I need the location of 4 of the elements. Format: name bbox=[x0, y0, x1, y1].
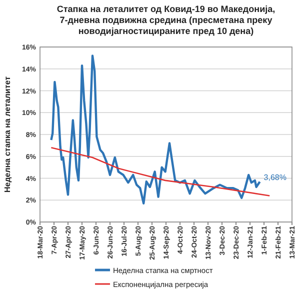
line-series bbox=[50, 54, 261, 205]
chart-title: Стапка на леталитет од Ковид-19 во Македонија, 7-дневна подвижна средина (пресметана преку новодијагностицираните пред 10 дена) bbox=[56, 4, 276, 36]
y-axis-title: Неделна стапка на леталитет bbox=[3, 76, 12, 193]
annotation: 3,68% bbox=[264, 172, 286, 182]
